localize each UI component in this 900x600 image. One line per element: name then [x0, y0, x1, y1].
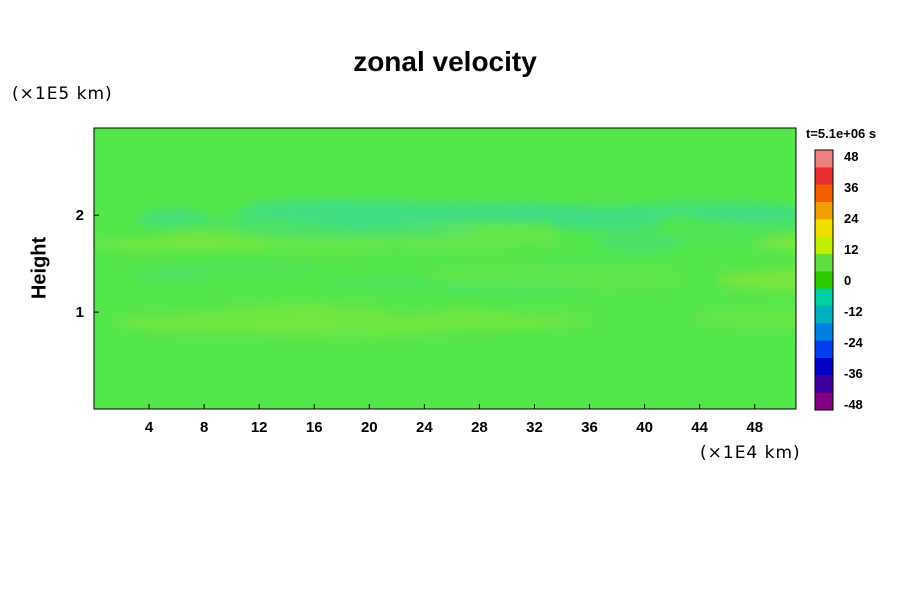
colorbar-tick-label: -48	[844, 397, 863, 412]
x-tick-label: 32	[526, 419, 543, 436]
heatmap-band-0-patch	[197, 216, 269, 229]
heatmap-band-3-patch	[351, 311, 595, 328]
x-tick-label: 16	[306, 419, 323, 436]
colorbar-swatch	[815, 323, 833, 342]
colorbar-swatch	[815, 184, 833, 203]
colorbar-swatch	[815, 288, 833, 307]
x-axis-unit: (×1E4 km)	[700, 443, 801, 463]
colorbar-swatch	[815, 358, 833, 376]
x-tick-label: 4	[145, 419, 154, 436]
colorbar-tick-label: -24	[844, 335, 864, 350]
colorbar-swatch	[815, 375, 833, 394]
heatmap-band-1-patch	[595, 232, 685, 255]
heatmap-band-2-patch	[716, 269, 796, 292]
x-tick-label: 8	[200, 419, 208, 436]
x-tick-label: 36	[581, 419, 598, 436]
colorbar-swatch	[815, 202, 833, 220]
y-axis-unit: (×1E5 km)	[12, 84, 113, 104]
x-tick-label: 24	[416, 419, 433, 436]
heatmap-band-3-patch	[701, 308, 796, 325]
colorbar-swatch	[815, 254, 833, 272]
heatmap-band-1-patch	[662, 229, 796, 243]
heatmap-band-2-patch	[424, 265, 684, 290]
colorbar: 48 36 24 12 0 -12 -24 -36 -48	[814, 149, 864, 412]
colorbar-swatch	[815, 236, 833, 255]
colorbar-tick-label: 12	[844, 242, 858, 257]
heatmap-band-3-patch	[147, 314, 297, 326]
heatmap-band-1-patch	[769, 234, 796, 247]
colorbar-tick-label: 36	[844, 180, 858, 195]
colorbar-swatch	[815, 306, 833, 324]
colorbar-tick-label: 24	[844, 211, 859, 226]
x-tick-label: 40	[636, 419, 653, 436]
colorbar-tick-label: 48	[844, 149, 858, 164]
y-tick-label: 1	[76, 304, 84, 321]
heatmap-band-0-patch	[137, 208, 208, 228]
heatmap-band-1-patch	[235, 226, 479, 238]
heatmap-band-0-patch	[606, 202, 796, 219]
plot-frame	[93, 127, 797, 410]
colorbar-tick-label: -36	[844, 366, 863, 381]
x-tick-label: 28	[471, 419, 488, 436]
chart-title: zonal velocity	[353, 46, 537, 77]
plot-area	[93, 127, 797, 410]
y-tick-label: 2	[76, 207, 84, 224]
colorbar-swatch	[815, 167, 833, 186]
heatmap-band-2-patch	[132, 269, 208, 281]
heatmap-band-0-patch	[545, 214, 668, 232]
heatmap-band-0-patch	[237, 199, 418, 221]
time-label: t=5.1e+06 s	[806, 126, 877, 141]
y-axis: 12	[76, 207, 99, 321]
x-tick-label: 20	[361, 419, 378, 436]
colorbar-tick-label: -12	[844, 304, 863, 319]
colorbar-swatch	[815, 150, 833, 168]
colorbar-swatch	[815, 219, 833, 238]
colorbar-frame	[814, 149, 834, 411]
colorbar-tick-label: 0	[844, 273, 851, 288]
x-tick-label: 44	[691, 419, 708, 436]
x-axis: 4 8 12 16 20 24 28 32 36 40 44 48	[145, 404, 763, 436]
colorbar-swatch	[815, 340, 833, 359]
x-tick-label: 48	[746, 419, 763, 436]
colorbar-swatch	[815, 392, 833, 411]
heatmap-band-1-patch	[94, 238, 267, 251]
colorbar-swatch	[815, 271, 833, 290]
x-tick-label: 12	[251, 419, 268, 436]
